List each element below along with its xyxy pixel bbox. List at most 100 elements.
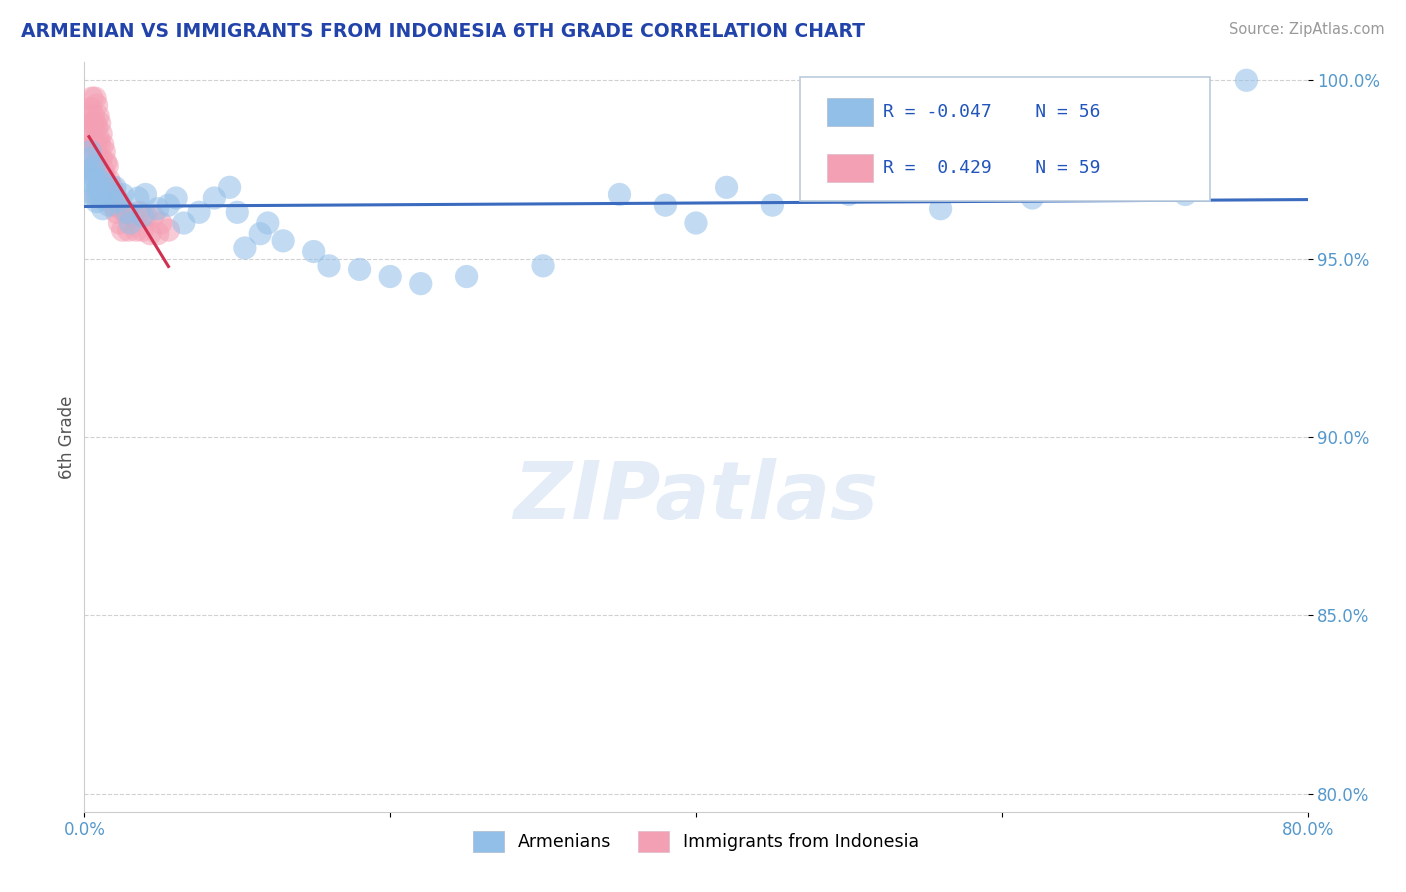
Point	[226, 205, 249, 219]
Point	[131, 209, 153, 223]
Point	[107, 194, 129, 209]
Point	[146, 227, 169, 241]
Point	[97, 198, 120, 212]
Point	[1021, 191, 1043, 205]
Point	[79, 127, 101, 141]
Point	[233, 241, 256, 255]
Point	[157, 223, 180, 237]
Point	[84, 159, 107, 173]
Point	[188, 205, 211, 219]
Text: R =  0.429    N = 59: R = 0.429 N = 59	[883, 159, 1101, 178]
Y-axis label: 6th Grade: 6th Grade	[58, 395, 76, 479]
Point	[104, 187, 127, 202]
Point	[80, 187, 103, 202]
Point	[218, 180, 240, 194]
Point	[456, 269, 478, 284]
Point	[94, 155, 117, 169]
Point	[111, 223, 134, 237]
Point	[86, 194, 108, 209]
Point	[96, 184, 118, 198]
Point	[838, 187, 860, 202]
Point	[380, 269, 402, 284]
Point	[84, 187, 107, 202]
Point	[79, 166, 101, 180]
Point	[101, 187, 124, 202]
Point	[94, 180, 117, 194]
Point	[173, 216, 195, 230]
Point	[531, 259, 554, 273]
Bar	[827, 153, 873, 182]
Point	[108, 216, 131, 230]
Point	[349, 262, 371, 277]
Point	[685, 216, 707, 230]
Point	[107, 194, 129, 209]
Point	[139, 227, 162, 241]
Point	[118, 223, 141, 237]
Point	[104, 180, 127, 194]
Point	[111, 187, 134, 202]
Point	[84, 116, 107, 130]
Bar	[827, 97, 873, 126]
Point	[135, 209, 157, 223]
Point	[83, 134, 105, 148]
Point	[84, 159, 107, 173]
Point	[409, 277, 432, 291]
Point	[318, 259, 340, 273]
Point	[249, 227, 271, 241]
Point	[83, 162, 105, 177]
Point	[149, 216, 172, 230]
Point	[93, 145, 115, 159]
Point	[271, 234, 294, 248]
Text: ARMENIAN VS IMMIGRANTS FROM INDONESIA 6TH GRADE CORRELATION CHART: ARMENIAN VS IMMIGRANTS FROM INDONESIA 6T…	[21, 22, 865, 41]
Point	[807, 173, 830, 187]
FancyBboxPatch shape	[800, 78, 1209, 201]
Point	[146, 202, 169, 216]
Point	[257, 216, 280, 230]
Point	[86, 162, 108, 177]
Point	[131, 223, 153, 237]
Point	[91, 137, 114, 152]
Point	[79, 152, 101, 166]
Point	[84, 91, 107, 105]
Point	[77, 152, 100, 166]
Point	[127, 191, 149, 205]
Point	[87, 152, 110, 166]
Point	[90, 127, 112, 141]
Point	[83, 162, 105, 177]
Point	[120, 216, 142, 230]
Point	[142, 209, 165, 223]
Point	[84, 137, 107, 152]
Point	[86, 98, 108, 112]
Point	[91, 202, 114, 216]
Point	[110, 202, 132, 216]
Point	[90, 152, 112, 166]
Point	[89, 116, 111, 130]
Point	[654, 198, 676, 212]
Point	[98, 191, 121, 205]
Point	[165, 191, 187, 205]
Point	[101, 180, 124, 194]
Point	[122, 209, 145, 223]
Point	[761, 198, 783, 212]
Point	[716, 180, 738, 194]
Point	[80, 116, 103, 130]
Point	[83, 177, 105, 191]
Point	[94, 177, 117, 191]
Text: R = -0.047    N = 56: R = -0.047 N = 56	[883, 103, 1101, 121]
Point	[80, 169, 103, 184]
Point	[97, 173, 120, 187]
Point	[115, 205, 138, 219]
Point	[77, 109, 100, 123]
Point	[96, 159, 118, 173]
Point	[80, 162, 103, 177]
Point	[114, 205, 136, 219]
Point	[125, 223, 148, 237]
Point	[86, 187, 108, 202]
Point	[86, 120, 108, 134]
Point	[86, 137, 108, 152]
Point	[202, 191, 225, 205]
Point	[302, 244, 325, 259]
Point	[80, 91, 103, 105]
Point	[157, 198, 180, 212]
Point	[128, 205, 150, 219]
